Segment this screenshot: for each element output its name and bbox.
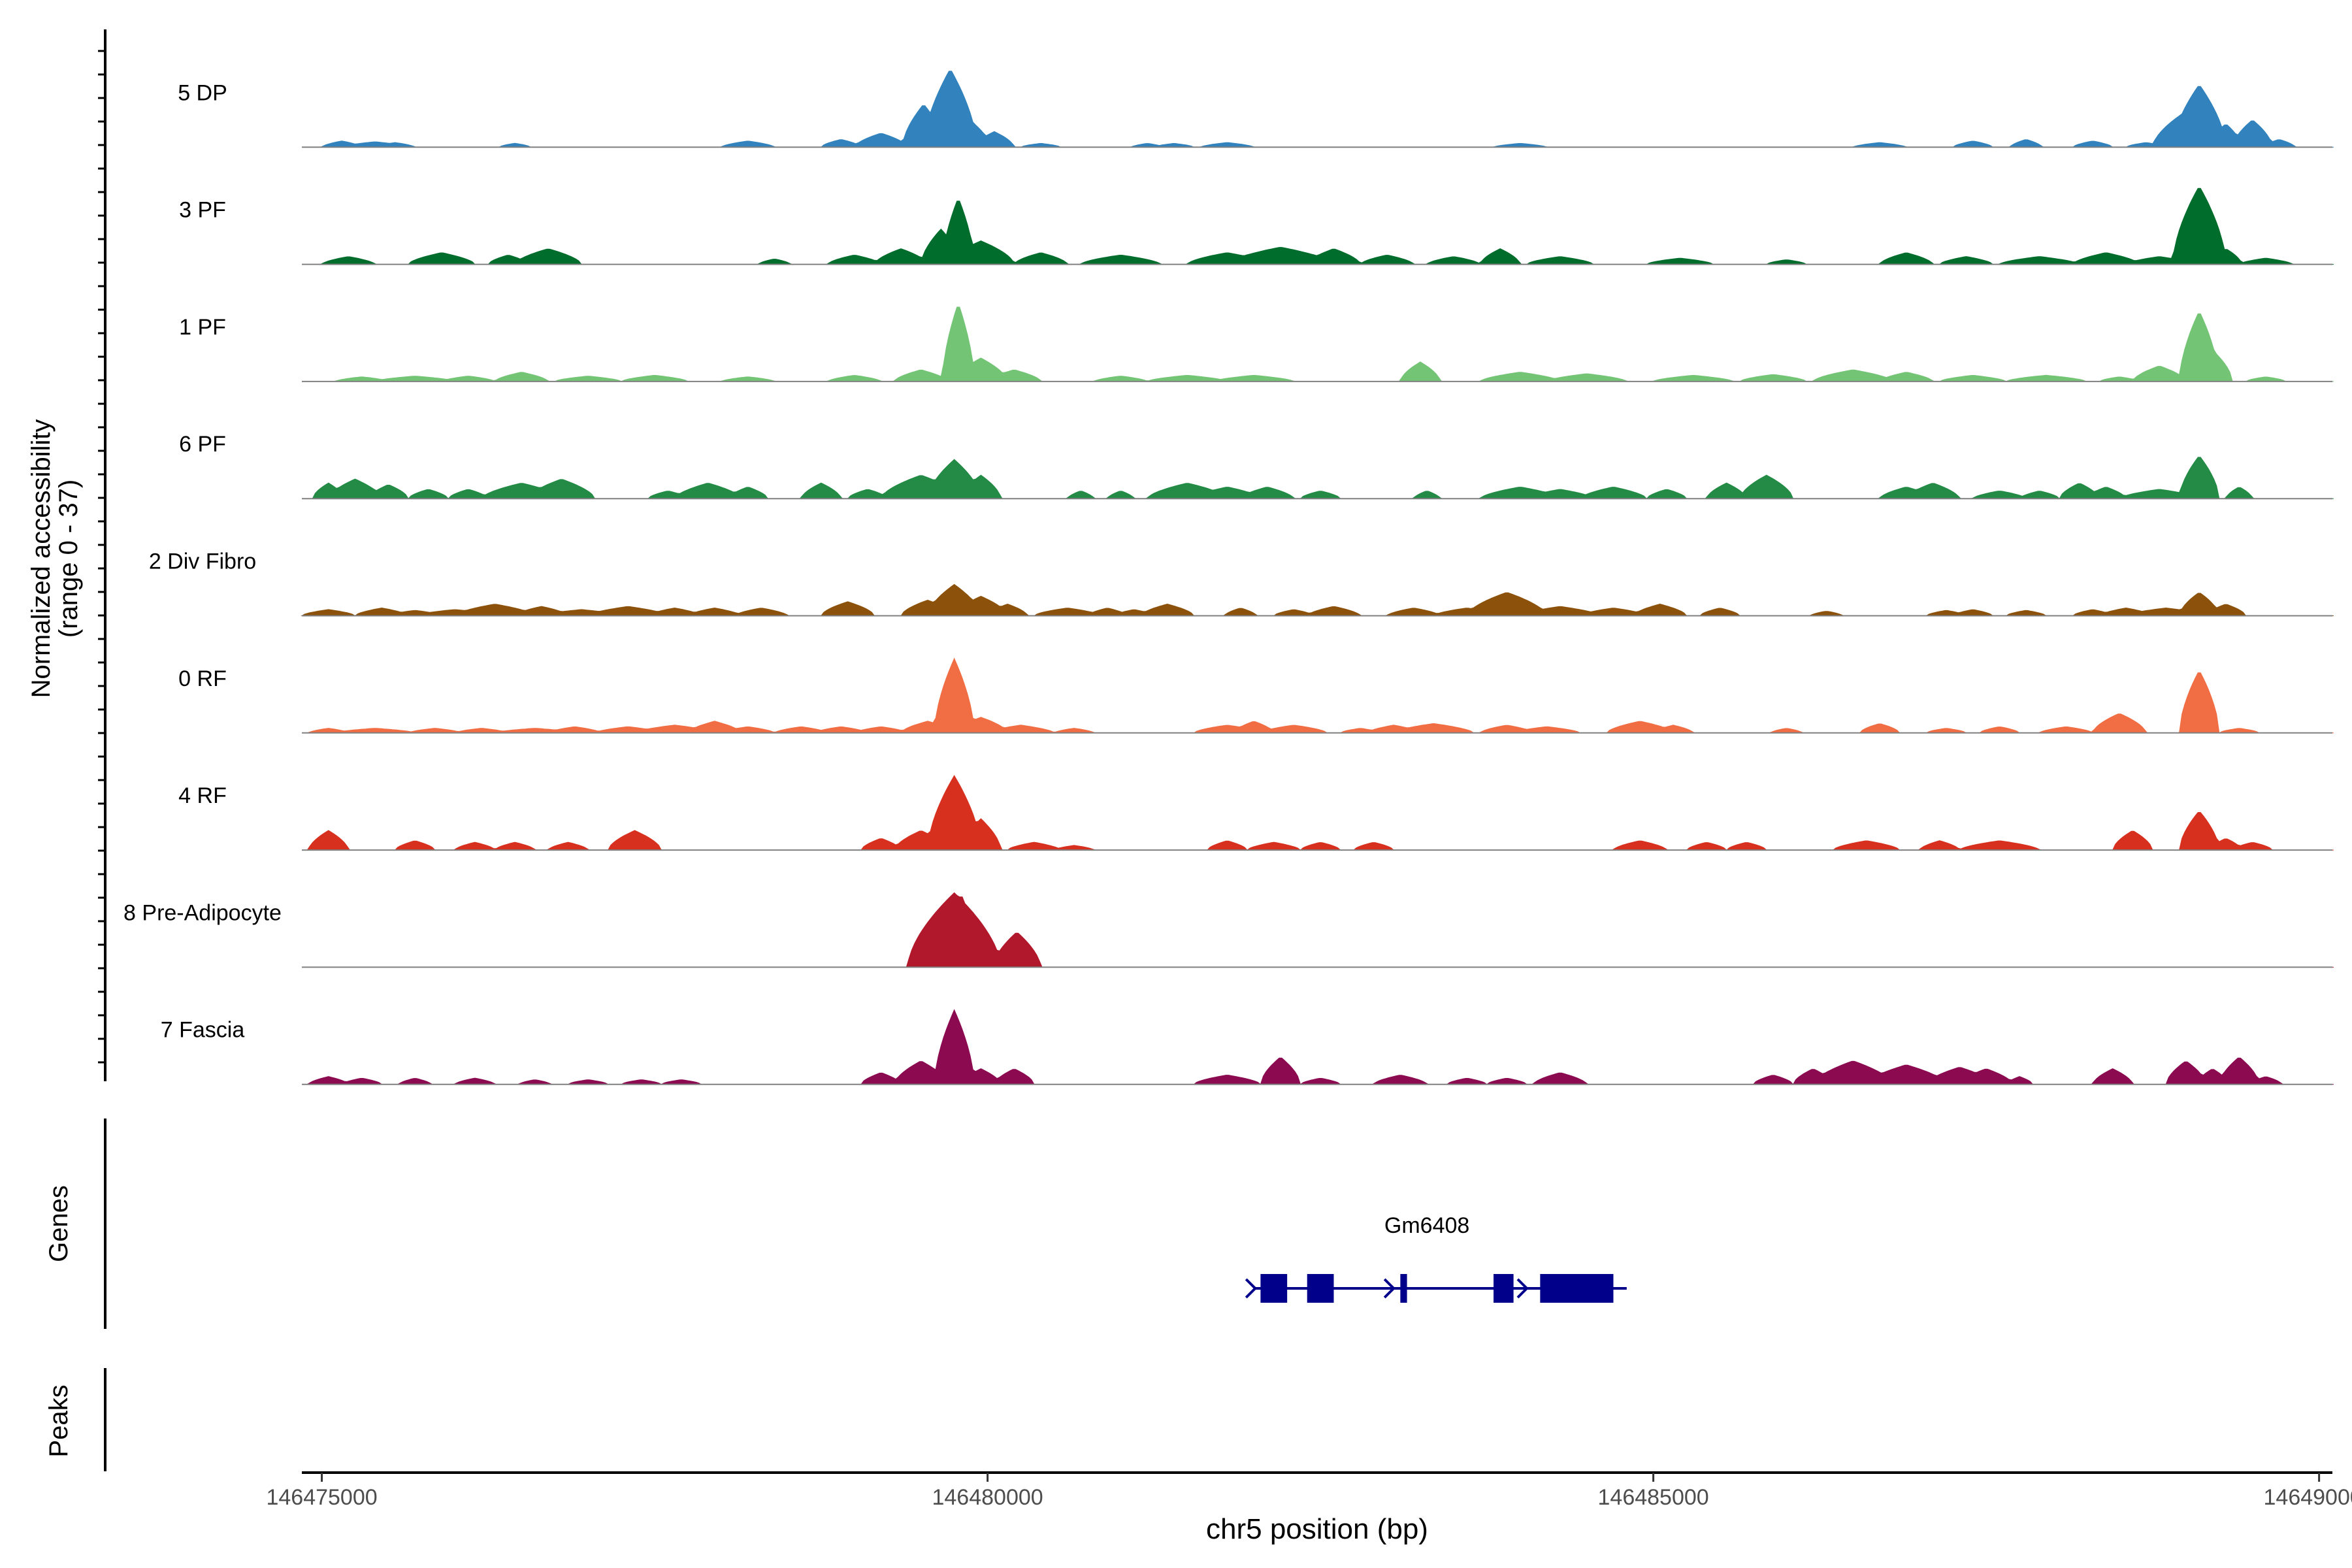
track-label: 1 PF [179,315,226,340]
track-label: 8 Pre-Adipocyte [123,900,282,925]
strand-arrow [1245,1278,1258,1299]
coverage-area [302,188,2334,265]
y-axis-title-line1: Normalized accessibility [27,419,56,698]
track-3-pf: 3 PF [179,188,2334,265]
genes-panel-label: Genes [44,1185,73,1262]
gene-exon [1400,1274,1407,1303]
track-4-rf: 4 RF [178,775,2334,851]
track-label: 4 RF [178,783,227,808]
x-axis-tick-label: 146485000 [1598,1485,1709,1510]
x-axis: 146475000 146480000 146485000 146490000 [266,1471,2352,1510]
y-axis [98,29,106,1081]
track-6-pf: 6 PF [179,432,2334,500]
gene-name-label: Gm6408 [1384,1213,1469,1238]
track-7-fascia: 7 Fascia [161,1009,2334,1085]
track-label: 0 RF [178,666,227,691]
coverage-area [302,1009,2334,1085]
track-8-pre-adipocyte: 8 Pre-Adipocyte [123,892,2334,968]
gene-exon [1307,1274,1334,1303]
y-axis-ticks [98,50,105,1064]
coverage-area [302,892,2334,968]
coverage-area [302,657,2334,734]
track-5-dp: 5 DP [178,71,2334,148]
track-label: 2 Div Fibro [149,549,256,574]
gene-exon [1260,1274,1288,1303]
gene-exon [1540,1274,1614,1303]
track-label: 7 Fascia [161,1018,245,1043]
track-2-div-fibro: 2 Div Fibro [149,549,2334,617]
track-label: 3 PF [179,198,226,223]
track-label: 5 DP [178,80,227,105]
coverage-tracks: 5 DP 3 PF 1 PF 6 PF 2 Div Fibro 0 RF 4 RF 8 Pre… [123,71,2334,1085]
strand-arrow [1516,1278,1529,1299]
coverage-area [302,775,2334,851]
x-axis-tick-label: 146490000 [2264,1485,2352,1510]
peaks-panel-label: Peaks [44,1384,73,1457]
strand-arrow [1383,1278,1396,1299]
coverage-area [302,71,2334,148]
track-0-rf: 0 RF [178,657,2334,734]
x-axis-tick-label: 146480000 [932,1485,1043,1510]
x-axis-tick-label: 146475000 [266,1485,377,1510]
coverage-area [302,457,2334,500]
track-label: 6 PF [179,432,226,457]
coverage-area [302,306,2334,382]
gene-annotation: Gm6408 [1245,1213,1627,1303]
x-axis-title: chr5 position (bp) [1206,1513,1428,1545]
track-1-pf: 1 PF [179,306,2334,382]
gene-exon [1494,1274,1514,1303]
y-axis-title-line2: (range 0 - 37) [54,480,83,638]
coverage-area [301,583,2334,617]
